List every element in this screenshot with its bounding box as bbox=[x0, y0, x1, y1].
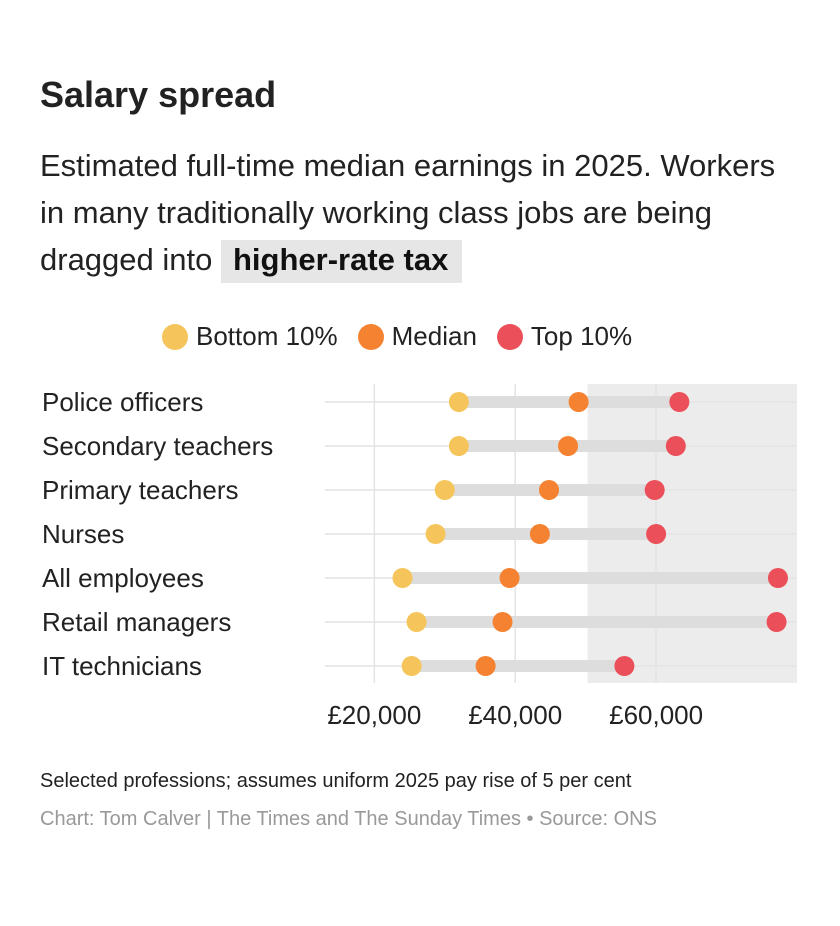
dot-top-10-primary-teachers bbox=[644, 480, 665, 500]
category-label-primary-teachers: Primary teachers bbox=[42, 475, 239, 505]
dot-top-10-retail-managers bbox=[766, 612, 787, 632]
legend-swatch-median bbox=[357, 323, 384, 350]
legend-label-median: Median bbox=[391, 321, 477, 351]
category-label-retail-managers: Retail managers bbox=[42, 607, 231, 637]
dot-bottom-10-police-officers bbox=[448, 392, 469, 412]
dot-median-police-officers bbox=[568, 392, 589, 412]
category-label-all-employees: All employees bbox=[42, 563, 204, 593]
dot-bottom-10-retail-managers bbox=[406, 612, 427, 632]
category-label-nurses: Nurses bbox=[42, 519, 124, 549]
dot-bottom-10-it-technicians bbox=[401, 656, 422, 676]
chart-legend: Bottom 10% Median Top 10% bbox=[162, 321, 652, 352]
dot-median-nurses bbox=[529, 524, 550, 544]
x-tick-label: £40,000 bbox=[468, 700, 562, 730]
footer-note: Selected professions; assumes uniform 20… bbox=[40, 770, 632, 792]
legend-label-top: Top 10% bbox=[530, 321, 633, 351]
dot-bottom-10-all-employees bbox=[392, 568, 413, 588]
subtitle-highlight: higher-rate tax bbox=[221, 240, 463, 283]
dot-median-retail-managers bbox=[492, 612, 513, 632]
legend-item-median: Median bbox=[357, 321, 477, 352]
dumbbell-chart: Police officers Secondary teachers Primary… bbox=[42, 384, 797, 730]
dot-top-10-it-technicians bbox=[614, 656, 635, 676]
dot-bottom-10-secondary-teachers bbox=[448, 436, 469, 456]
dot-median-secondary-teachers bbox=[558, 436, 579, 456]
legend-swatch-top bbox=[496, 323, 523, 350]
subtitle-text: Estimated full-time median earnings in 2… bbox=[40, 148, 776, 277]
dot-top-10-secondary-teachers bbox=[665, 436, 686, 456]
dot-bottom-10-primary-teachers bbox=[434, 480, 455, 500]
legend-swatch-bottom bbox=[162, 323, 188, 350]
x-tick-label: £20,000 bbox=[327, 700, 421, 730]
category-label-it-technicians: IT technicians bbox=[42, 651, 202, 681]
dot-median-primary-teachers bbox=[539, 480, 560, 500]
dot-top-10-police-officers bbox=[669, 392, 690, 412]
dot-median-all-employees bbox=[499, 568, 520, 588]
x-tick-label: £60,000 bbox=[609, 700, 703, 730]
category-label-police-officers: Police officers bbox=[42, 387, 203, 417]
dot-bottom-10-nurses bbox=[425, 524, 446, 544]
legend-item-bottom: Bottom 10% bbox=[162, 321, 338, 352]
legend-item-top: Top 10% bbox=[496, 321, 633, 352]
dot-median-it-technicians bbox=[475, 656, 496, 676]
category-label-secondary-teachers: Secondary teachers bbox=[42, 431, 273, 461]
dot-top-10-nurses bbox=[646, 524, 667, 544]
chart-title: Salary spread bbox=[40, 74, 277, 115]
legend-label-bottom: Bottom 10% bbox=[196, 321, 338, 351]
dot-top-10-all-employees bbox=[767, 568, 788, 588]
footer-credit: Chart: Tom Calver | The Times and The Su… bbox=[40, 808, 657, 830]
chart-subtitle: Estimated full-time median earnings in 2… bbox=[40, 142, 800, 283]
